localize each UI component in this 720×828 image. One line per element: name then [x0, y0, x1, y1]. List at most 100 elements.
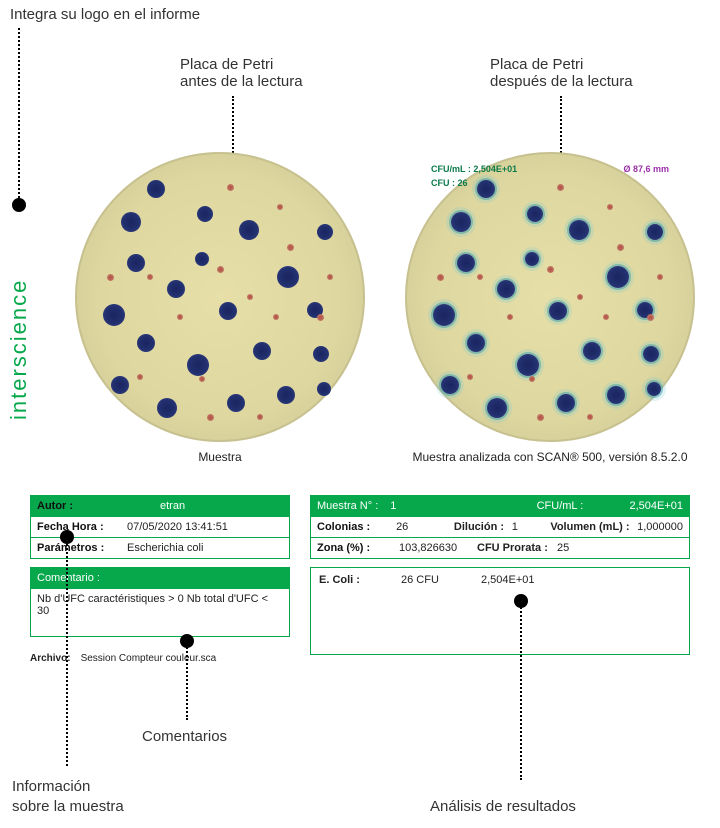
- right-column: Muestra N° : 1 CFU/mL : 2,504E+01 Coloni…: [310, 495, 690, 664]
- colony-red: [577, 294, 583, 300]
- colony-red: [537, 414, 544, 421]
- colony-blue: [647, 382, 661, 396]
- author-label: Autor :: [37, 500, 160, 512]
- cfuml-value: 2,504E+01: [610, 500, 683, 512]
- lead-analysis-pt: [514, 594, 528, 608]
- colony-blue: [137, 334, 155, 352]
- annot-sampleinfo1: Información: [12, 778, 90, 795]
- lead-info-pt: [60, 530, 74, 544]
- dish-after-wrap: CFU/mL : 2,504E+01 CFU : 26 Ø 87,6 mm Mu…: [405, 152, 695, 464]
- ecoli-label: E. Coli :: [319, 574, 401, 586]
- row-author: Autor : etran: [31, 496, 289, 516]
- comments-body: Nb d'UFC caractéristiques > 0 Nb total d…: [31, 588, 289, 636]
- colony-red: [199, 376, 205, 382]
- prorata-value: 25: [557, 542, 683, 554]
- table-sample-info: Autor : etran Fecha Hora : 07/05/2020 13…: [30, 495, 290, 559]
- colony-blue: [569, 220, 589, 240]
- colony-red: [257, 414, 263, 420]
- colony-blue: [525, 252, 539, 266]
- dish-before: [75, 152, 365, 442]
- lead-comments-v: [186, 640, 188, 720]
- colony-red: [247, 294, 253, 300]
- author-value: etran: [160, 500, 283, 512]
- colony-red: [557, 184, 564, 191]
- zone-value: 103,826630: [399, 542, 477, 554]
- colony-blue: [103, 304, 125, 326]
- dish-before-wrap: Muestra: [75, 152, 365, 464]
- colony-red: [587, 414, 593, 420]
- colony-red: [437, 274, 444, 281]
- annot-before: Placa de Petri antes de la lectura: [180, 56, 303, 90]
- annot-logo: Integra su logo en el informe: [10, 6, 200, 23]
- colony-red: [547, 266, 554, 273]
- sample-label: Muestra N° :: [317, 500, 390, 512]
- colony-red: [277, 204, 283, 210]
- lead-logo-pt: [12, 198, 26, 212]
- row-ecoli: E. Coli : 26 CFU 2,504E+01: [319, 574, 681, 586]
- overlay-diameter: Ø 87,6 mm: [623, 164, 669, 174]
- colony-red: [467, 374, 473, 380]
- sample-value: 1: [390, 500, 463, 512]
- row-sample-cfuml: Muestra N° : 1 CFU/mL : 2,504E+01: [311, 496, 689, 516]
- table-comments: Comentario : Nb d'UFC caractéristiques >…: [30, 567, 290, 637]
- colony-blue: [487, 398, 507, 418]
- dilution-value: 1: [512, 521, 551, 533]
- ecoli-cfu: 26 CFU: [401, 574, 481, 586]
- colony-red: [177, 314, 183, 320]
- colonies-value: 26: [396, 521, 454, 533]
- colony-red: [317, 314, 324, 321]
- colony-blue: [121, 212, 141, 232]
- volume-label: Volumen (mL) :: [550, 521, 637, 533]
- lead-info-v: [66, 536, 68, 766]
- colony-blue: [277, 386, 295, 404]
- tables: Autor : etran Fecha Hora : 07/05/2020 13…: [30, 495, 690, 664]
- annot-comments: Comentarios: [142, 728, 227, 745]
- colony-red: [107, 274, 114, 281]
- colony-red: [617, 244, 624, 251]
- left-column: Autor : etran Fecha Hora : 07/05/2020 13…: [30, 495, 290, 664]
- colony-red: [607, 204, 613, 210]
- comments-header: Comentario :: [31, 568, 289, 588]
- ecoli-value: 2,504E+01: [481, 574, 561, 586]
- zone-label: Zona (%) :: [317, 542, 399, 554]
- colonies-label: Colonias :: [317, 521, 396, 533]
- colony-red: [137, 374, 143, 380]
- colony-red: [603, 314, 609, 320]
- colony-red: [273, 314, 279, 320]
- colony-blue: [433, 304, 455, 326]
- table-ecoli: E. Coli : 26 CFU 2,504E+01: [310, 567, 690, 655]
- colony-blue: [219, 302, 237, 320]
- colony-blue: [557, 394, 575, 412]
- colony-blue: [607, 266, 629, 288]
- colony-blue: [187, 354, 209, 376]
- colony-blue: [517, 354, 539, 376]
- annot-analysis: Análisis de resultados: [430, 798, 576, 815]
- colony-red: [207, 414, 214, 421]
- colony-red: [287, 244, 294, 251]
- colony-red: [529, 376, 535, 382]
- colony-red: [227, 184, 234, 191]
- colony-blue: [195, 252, 209, 266]
- colony-blue: [549, 302, 567, 320]
- annot-sampleinfo2: sobre la muestra: [12, 798, 124, 815]
- cfuml-label: CFU/mL :: [537, 500, 610, 512]
- colony-blue: [227, 394, 245, 412]
- colony-red: [657, 274, 663, 280]
- colony-blue: [313, 346, 329, 362]
- colony-blue: [317, 224, 333, 240]
- table-results: Muestra N° : 1 CFU/mL : 2,504E+01 Coloni…: [310, 495, 690, 559]
- colony-red: [147, 274, 153, 280]
- colony-red: [477, 274, 483, 280]
- colony-blue: [451, 212, 471, 232]
- dishes: Muestra CFU/mL : 2,504E+01 CFU : 26 Ø 87…: [75, 152, 695, 464]
- row-colonies: Colonias : 26 Dilución : 1 Volumen (mL) …: [311, 516, 689, 537]
- colony-blue: [643, 346, 659, 362]
- colony-blue: [197, 206, 213, 222]
- lead-logo-v: [18, 28, 20, 198]
- dish-after: CFU/mL : 2,504E+01 CFU : 26 Ø 87,6 mm: [405, 152, 695, 442]
- colony-blue: [477, 180, 495, 198]
- colony-blue: [457, 254, 475, 272]
- colony-red: [327, 274, 333, 280]
- brand-logo: interscience: [6, 279, 32, 420]
- colony-blue: [157, 398, 177, 418]
